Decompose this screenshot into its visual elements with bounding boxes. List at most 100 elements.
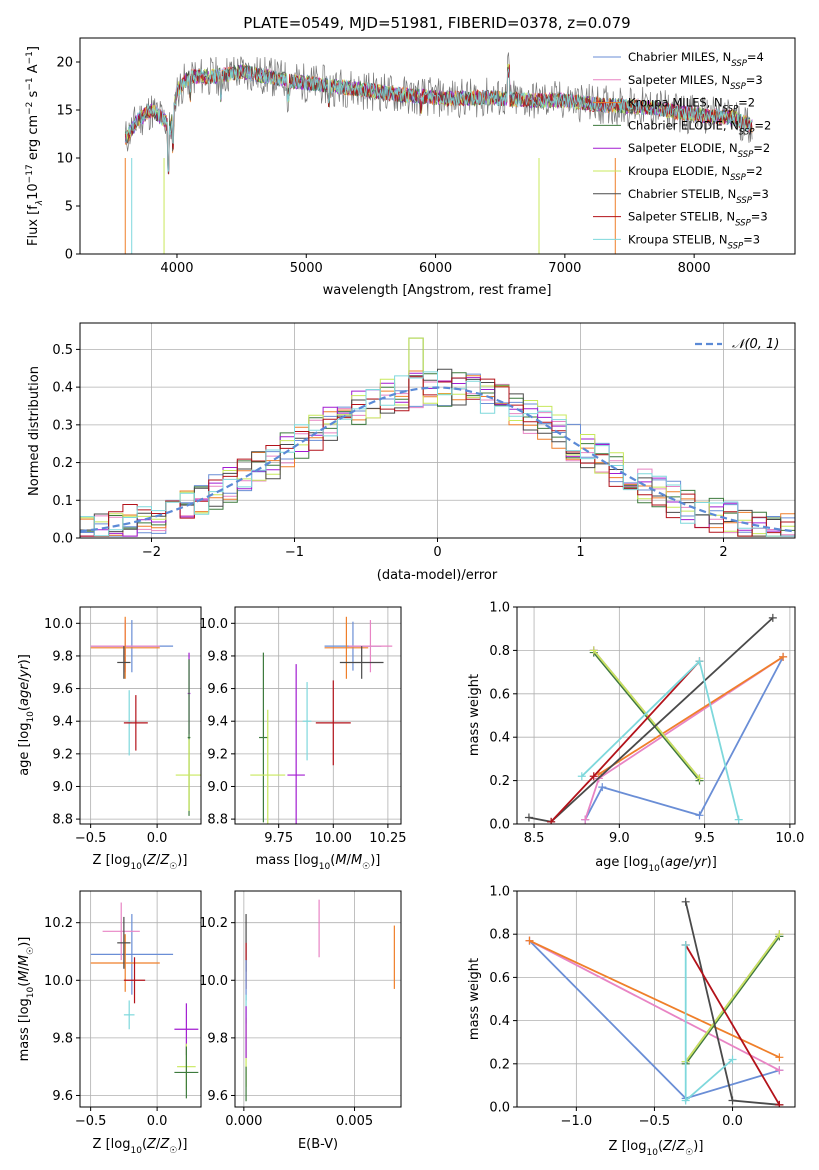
x-tick-label: 1 bbox=[576, 545, 584, 560]
label-part: λ bbox=[35, 200, 45, 206]
axes-age_vs_mass: 9.75 10.00 10.25 8.8 9.0 9.2 9.4 9.6 9.8 10.0 mass… bbox=[199, 606, 407, 872]
y-tick-label: 10.0 bbox=[199, 617, 228, 632]
figure-title: PLATE=0549, MJD=51981, FIBERID=0378, z=0… bbox=[243, 14, 630, 32]
x-tick-label: 10.00 bbox=[315, 831, 352, 846]
massweight-marker bbox=[775, 1053, 784, 1062]
y-tick-label: 9.6 bbox=[207, 682, 228, 697]
y-tick-label: 9.8 bbox=[207, 649, 228, 664]
label-part: )] bbox=[177, 1137, 187, 1152]
label-part: age [log bbox=[17, 723, 32, 776]
legend-label: Salpeter STELIB, NSSP=3 bbox=[628, 210, 768, 229]
massweight-line bbox=[684, 945, 734, 1103]
y-tick-label: 0.5 bbox=[52, 343, 73, 358]
legend-sub: SSP bbox=[735, 219, 751, 229]
label-part: Z bbox=[662, 1139, 673, 1154]
x-tick-label: 0.0 bbox=[147, 1114, 168, 1129]
y-tick-label: 0.8 bbox=[489, 928, 510, 943]
spectrum-legend: Chabrier MILES, N SSP =4 Salpeter MILES, N S… bbox=[593, 50, 771, 251]
x-tick-label: 0.0 bbox=[722, 1114, 743, 1129]
axes-age_vs_Z: −0.5 0.08.89.09.29.49.69.810.0Z [log10(Z/… bbox=[17, 606, 202, 872]
label-part: Flux [f bbox=[26, 205, 41, 246]
legend-sub: SSP bbox=[739, 127, 755, 137]
label-part: 10 bbox=[26, 986, 36, 998]
label-part: / bbox=[17, 677, 32, 682]
label-part: / bbox=[17, 965, 32, 970]
massweight-marker bbox=[525, 936, 534, 945]
label-part: 10 bbox=[130, 862, 142, 872]
x-tick-label: 9.0 bbox=[609, 831, 630, 846]
massweight-marker bbox=[577, 772, 586, 781]
label-part: mass [log bbox=[256, 853, 319, 868]
x-tick-label: −0.5 bbox=[75, 1114, 107, 1129]
massweight-marker bbox=[695, 657, 704, 666]
label-part: −17 bbox=[25, 164, 35, 183]
label-part: mass [log bbox=[17, 998, 32, 1061]
y-tick-label: 0.1 bbox=[52, 494, 73, 509]
legend-text: Salpeter ELODIE, N bbox=[628, 141, 738, 155]
y-tick-label: 9.2 bbox=[207, 747, 228, 762]
massweight-marker bbox=[728, 1096, 737, 1105]
legend-tail: =2 bbox=[738, 96, 755, 110]
x-tick-label: 10.0 bbox=[775, 831, 804, 846]
legend-text: Kroupa STELIB, N bbox=[628, 232, 728, 246]
label-part: M bbox=[351, 853, 362, 868]
label-part: Z bbox=[146, 1137, 157, 1152]
label-part: )] bbox=[177, 853, 187, 868]
label-part: / bbox=[347, 853, 352, 868]
label-part: 10 bbox=[319, 862, 331, 872]
x-tick-label: 8000 bbox=[678, 261, 711, 276]
label-part: )] bbox=[370, 853, 380, 868]
model-spectrum-line bbox=[124, 64, 753, 175]
y-tick-label: 1.0 bbox=[489, 601, 510, 616]
y-tick-label: 9.4 bbox=[52, 715, 73, 730]
y-tick-label: 15 bbox=[56, 104, 73, 119]
x-tick-label: −0.5 bbox=[75, 831, 107, 846]
label-part: 10 bbox=[26, 183, 41, 200]
massweight-marker bbox=[524, 813, 533, 822]
y-tick-label: 9.2 bbox=[52, 747, 73, 762]
legend-text: Salpeter MILES, N bbox=[628, 73, 730, 87]
label-part: yr bbox=[17, 663, 32, 679]
frame-mass_vs_Z: −0.5 0.0 9.6 9.8 10.0 10.2 bbox=[44, 890, 202, 1129]
massweight-marker bbox=[681, 1096, 690, 1105]
label-part: age [log bbox=[595, 855, 648, 870]
legend-tail: =4 bbox=[747, 50, 764, 64]
massweight-marker bbox=[589, 646, 598, 655]
label-part: ☉ bbox=[169, 862, 177, 872]
residual-histogram bbox=[80, 337, 795, 537]
axes-mass_vs_EBV: 0.000 0.005 9.6 9.8 10.0 10.2 E(B-V) bbox=[199, 890, 402, 1152]
massweight-marker bbox=[547, 817, 556, 824]
massweight-marker bbox=[775, 1066, 784, 1075]
x-tick-label: 0.000 bbox=[225, 1114, 262, 1129]
massweight-line bbox=[593, 652, 701, 782]
frame-massweight_vs_age: 8.5 9.0 9.5 10.0 0.0 0.2 0.4 0.6 0.8 1.0 bbox=[489, 601, 804, 847]
legend-label: Chabrier ELODIE, NSSP=2 bbox=[628, 118, 771, 137]
massweight-line bbox=[584, 656, 784, 821]
x-tick-label: 4000 bbox=[160, 261, 193, 276]
legend-tail: =2 bbox=[753, 141, 770, 155]
label-part: ( bbox=[142, 1137, 147, 1152]
plot-area-mass_vs_EBV bbox=[245, 899, 395, 1102]
label-part: 10 bbox=[646, 1148, 658, 1158]
massweight-line bbox=[584, 656, 784, 820]
legend-tail: =3 bbox=[751, 210, 768, 224]
legend-text: Chabrier MILES, N bbox=[628, 50, 731, 64]
x-tick-label: 5000 bbox=[290, 261, 323, 276]
y-axis-label: Normed distribution bbox=[27, 366, 42, 496]
y-tick-label: 0.4 bbox=[489, 1014, 510, 1029]
label-part: Z [log bbox=[93, 853, 131, 868]
legend-text: Kroupa ELODIE, N bbox=[628, 164, 730, 178]
y-tick-label: 0.0 bbox=[489, 1101, 510, 1116]
axes-frame bbox=[79, 890, 202, 1108]
label-part: / bbox=[672, 1139, 677, 1154]
label-part: / bbox=[156, 853, 161, 868]
label-part: −1 bbox=[25, 51, 35, 64]
massweight-marker bbox=[734, 815, 743, 824]
y-tick-label: 20 bbox=[56, 56, 73, 71]
x-axis-label: (data-model)/error bbox=[377, 568, 498, 583]
y-tick-label: 9.8 bbox=[207, 1031, 228, 1046]
observed-spectrum-line bbox=[124, 52, 753, 174]
axes-frame bbox=[79, 606, 202, 825]
massweight-line bbox=[684, 944, 781, 1106]
axes-spectrum: 4000 5000 6000 7000 8000 0 5 10 15 20 Chabrier MIL… bbox=[25, 37, 796, 298]
